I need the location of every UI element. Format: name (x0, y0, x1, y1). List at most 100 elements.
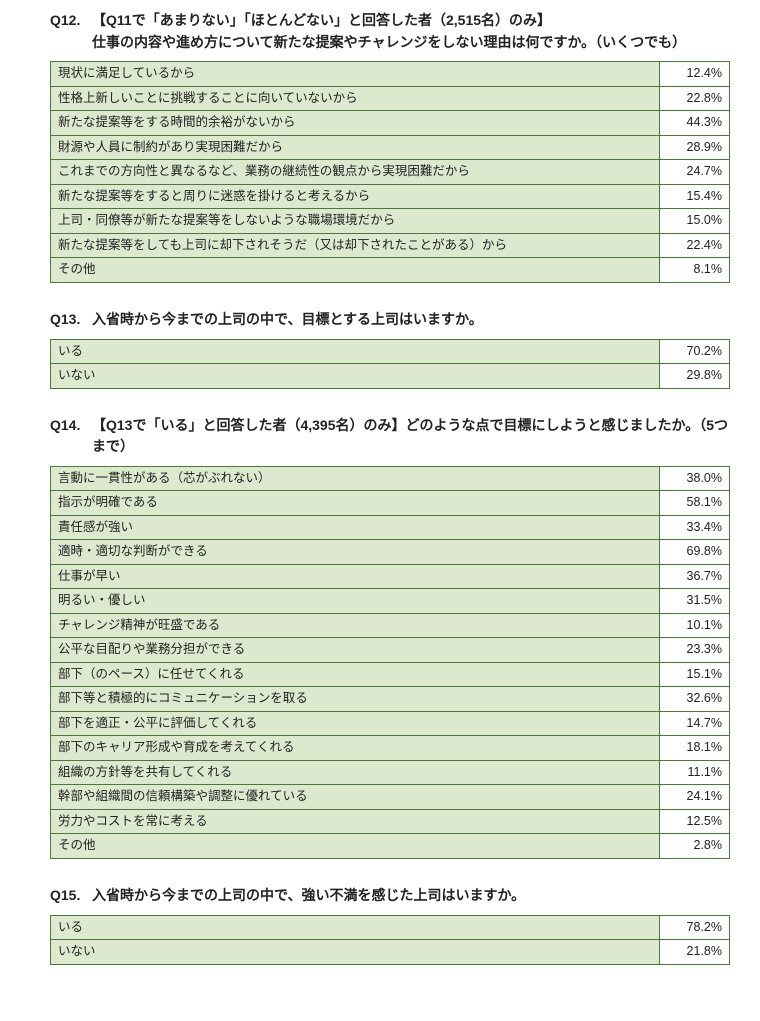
table-row: 新たな提案等をすると周りに迷惑を掛けると考えるから15.4% (51, 184, 730, 209)
table-row: いる70.2% (51, 339, 730, 364)
row-value: 18.1% (660, 736, 730, 761)
row-label: 仕事が早い (51, 564, 660, 589)
row-value: 12.4% (660, 62, 730, 87)
table-row: 責任感が強い33.4% (51, 515, 730, 540)
q12-title: 【Q11で「あまりない」「ほとんどない」と回答した者（2,515名）のみ】 仕事… (92, 10, 730, 53)
table-row: 部下等と積極的にコミュニケーションを取る32.6% (51, 687, 730, 712)
row-label: 責任感が強い (51, 515, 660, 540)
row-label: 上司・同僚等が新たな提案等をしないような職場環境だから (51, 209, 660, 234)
table-row: 現状に満足しているから12.4% (51, 62, 730, 87)
row-label: チャレンジ精神が旺盛である (51, 613, 660, 638)
q15-block: Q15. 入省時から今までの上司の中で、強い不満を感じた上司はいますか。 いる7… (50, 885, 730, 965)
row-label: 現状に満足しているから (51, 62, 660, 87)
row-label: 部下（のペース）に任せてくれる (51, 662, 660, 687)
row-value: 38.0% (660, 466, 730, 491)
row-value: 21.8% (660, 940, 730, 965)
q14-table: 言動に一貫性がある（芯がぶれない）38.0%指示が明確である58.1%責任感が強… (50, 466, 730, 859)
row-value: 31.5% (660, 589, 730, 614)
row-label: 適時・適切な判断ができる (51, 540, 660, 565)
row-value: 15.4% (660, 184, 730, 209)
row-value: 69.8% (660, 540, 730, 565)
row-value: 23.3% (660, 638, 730, 663)
table-row: 組織の方針等を共有してくれる11.1% (51, 760, 730, 785)
table-row: 明るい・優しい31.5% (51, 589, 730, 614)
table-row: 財源や人員に制約があり実現困難だから28.9% (51, 135, 730, 160)
q12-block: Q12. 【Q11で「あまりない」「ほとんどない」と回答した者（2,515名）の… (50, 10, 730, 283)
row-label: 新たな提案等をする時間的余裕がないから (51, 111, 660, 136)
row-value: 70.2% (660, 339, 730, 364)
row-value: 12.5% (660, 809, 730, 834)
row-label: その他 (51, 834, 660, 859)
table-row: 公平な目配りや業務分担ができる23.3% (51, 638, 730, 663)
table-row: 部下のキャリア形成や育成を考えてくれる18.1% (51, 736, 730, 761)
table-row: 指示が明確である58.1% (51, 491, 730, 516)
table-row: 適時・適切な判断ができる69.8% (51, 540, 730, 565)
table-row: その他8.1% (51, 258, 730, 283)
row-label: 部下等と積極的にコミュニケーションを取る (51, 687, 660, 712)
row-value: 29.8% (660, 364, 730, 389)
q15-table: いる78.2%いない21.8% (50, 915, 730, 965)
q13-title: 入省時から今までの上司の中で、目標とする上司はいますか。 (92, 309, 730, 331)
table-row: これまでの方向性と異なるなど、業務の継続性の観点から実現困難だから24.7% (51, 160, 730, 185)
table-row: 幹部や組織間の信頼構築や調整に優れている24.1% (51, 785, 730, 810)
table-row: いる78.2% (51, 915, 730, 940)
row-value: 22.8% (660, 86, 730, 111)
table-row: その他2.8% (51, 834, 730, 859)
q14-title: 【Q13で「いる」と回答した者（4,395名）のみ】どのような点で目標にしようと… (92, 415, 730, 458)
row-value: 11.1% (660, 760, 730, 785)
q13-number: Q13. (50, 309, 92, 331)
row-label: いる (51, 915, 660, 940)
row-value: 8.1% (660, 258, 730, 283)
table-row: いない21.8% (51, 940, 730, 965)
row-value: 24.7% (660, 160, 730, 185)
row-label: 指示が明確である (51, 491, 660, 516)
row-value: 22.4% (660, 233, 730, 258)
q15-number: Q15. (50, 885, 92, 907)
table-row: いない29.8% (51, 364, 730, 389)
row-label: 性格上新しいことに挑戦することに向いていないから (51, 86, 660, 111)
row-label: これまでの方向性と異なるなど、業務の継続性の観点から実現困難だから (51, 160, 660, 185)
row-label: いない (51, 364, 660, 389)
q14-number: Q14. (50, 415, 92, 458)
row-value: 15.1% (660, 662, 730, 687)
row-value: 14.7% (660, 711, 730, 736)
q15-heading: Q15. 入省時から今までの上司の中で、強い不満を感じた上司はいますか。 (50, 885, 730, 907)
row-label: 明るい・優しい (51, 589, 660, 614)
table-row: チャレンジ精神が旺盛である10.1% (51, 613, 730, 638)
table-row: 新たな提案等をする時間的余裕がないから44.3% (51, 111, 730, 136)
q13-heading: Q13. 入省時から今までの上司の中で、目標とする上司はいますか。 (50, 309, 730, 331)
row-label: いる (51, 339, 660, 364)
q12-number: Q12. (50, 10, 92, 53)
q12-table: 現状に満足しているから12.4%性格上新しいことに挑戦することに向いていないから… (50, 61, 730, 283)
table-row: 労力やコストを常に考える12.5% (51, 809, 730, 834)
table-row: 部下を適正・公平に評価してくれる14.7% (51, 711, 730, 736)
row-label: いない (51, 940, 660, 965)
row-value: 32.6% (660, 687, 730, 712)
row-label: 財源や人員に制約があり実現困難だから (51, 135, 660, 160)
row-value: 36.7% (660, 564, 730, 589)
table-row: 上司・同僚等が新たな提案等をしないような職場環境だから15.0% (51, 209, 730, 234)
table-row: 仕事が早い36.7% (51, 564, 730, 589)
row-value: 33.4% (660, 515, 730, 540)
row-label: 部下を適正・公平に評価してくれる (51, 711, 660, 736)
q15-title: 入省時から今までの上司の中で、強い不満を感じた上司はいますか。 (92, 885, 730, 907)
row-value: 15.0% (660, 209, 730, 234)
row-value: 58.1% (660, 491, 730, 516)
q14-block: Q14. 【Q13で「いる」と回答した者（4,395名）のみ】どのような点で目標… (50, 415, 730, 859)
q14-heading: Q14. 【Q13で「いる」と回答した者（4,395名）のみ】どのような点で目標… (50, 415, 730, 458)
row-label: その他 (51, 258, 660, 283)
row-label: 部下のキャリア形成や育成を考えてくれる (51, 736, 660, 761)
row-label: 新たな提案等をしても上司に却下されそうだ（又は却下されたことがある）から (51, 233, 660, 258)
row-label: 幹部や組織間の信頼構築や調整に優れている (51, 785, 660, 810)
row-value: 2.8% (660, 834, 730, 859)
row-value: 44.3% (660, 111, 730, 136)
table-row: 言動に一貫性がある（芯がぶれない）38.0% (51, 466, 730, 491)
table-row: 部下（のペース）に任せてくれる15.1% (51, 662, 730, 687)
row-value: 78.2% (660, 915, 730, 940)
row-value: 24.1% (660, 785, 730, 810)
row-label: 新たな提案等をすると周りに迷惑を掛けると考えるから (51, 184, 660, 209)
row-label: 労力やコストを常に考える (51, 809, 660, 834)
row-value: 10.1% (660, 613, 730, 638)
q13-table: いる70.2%いない29.8% (50, 339, 730, 389)
q12-heading: Q12. 【Q11で「あまりない」「ほとんどない」と回答した者（2,515名）の… (50, 10, 730, 53)
